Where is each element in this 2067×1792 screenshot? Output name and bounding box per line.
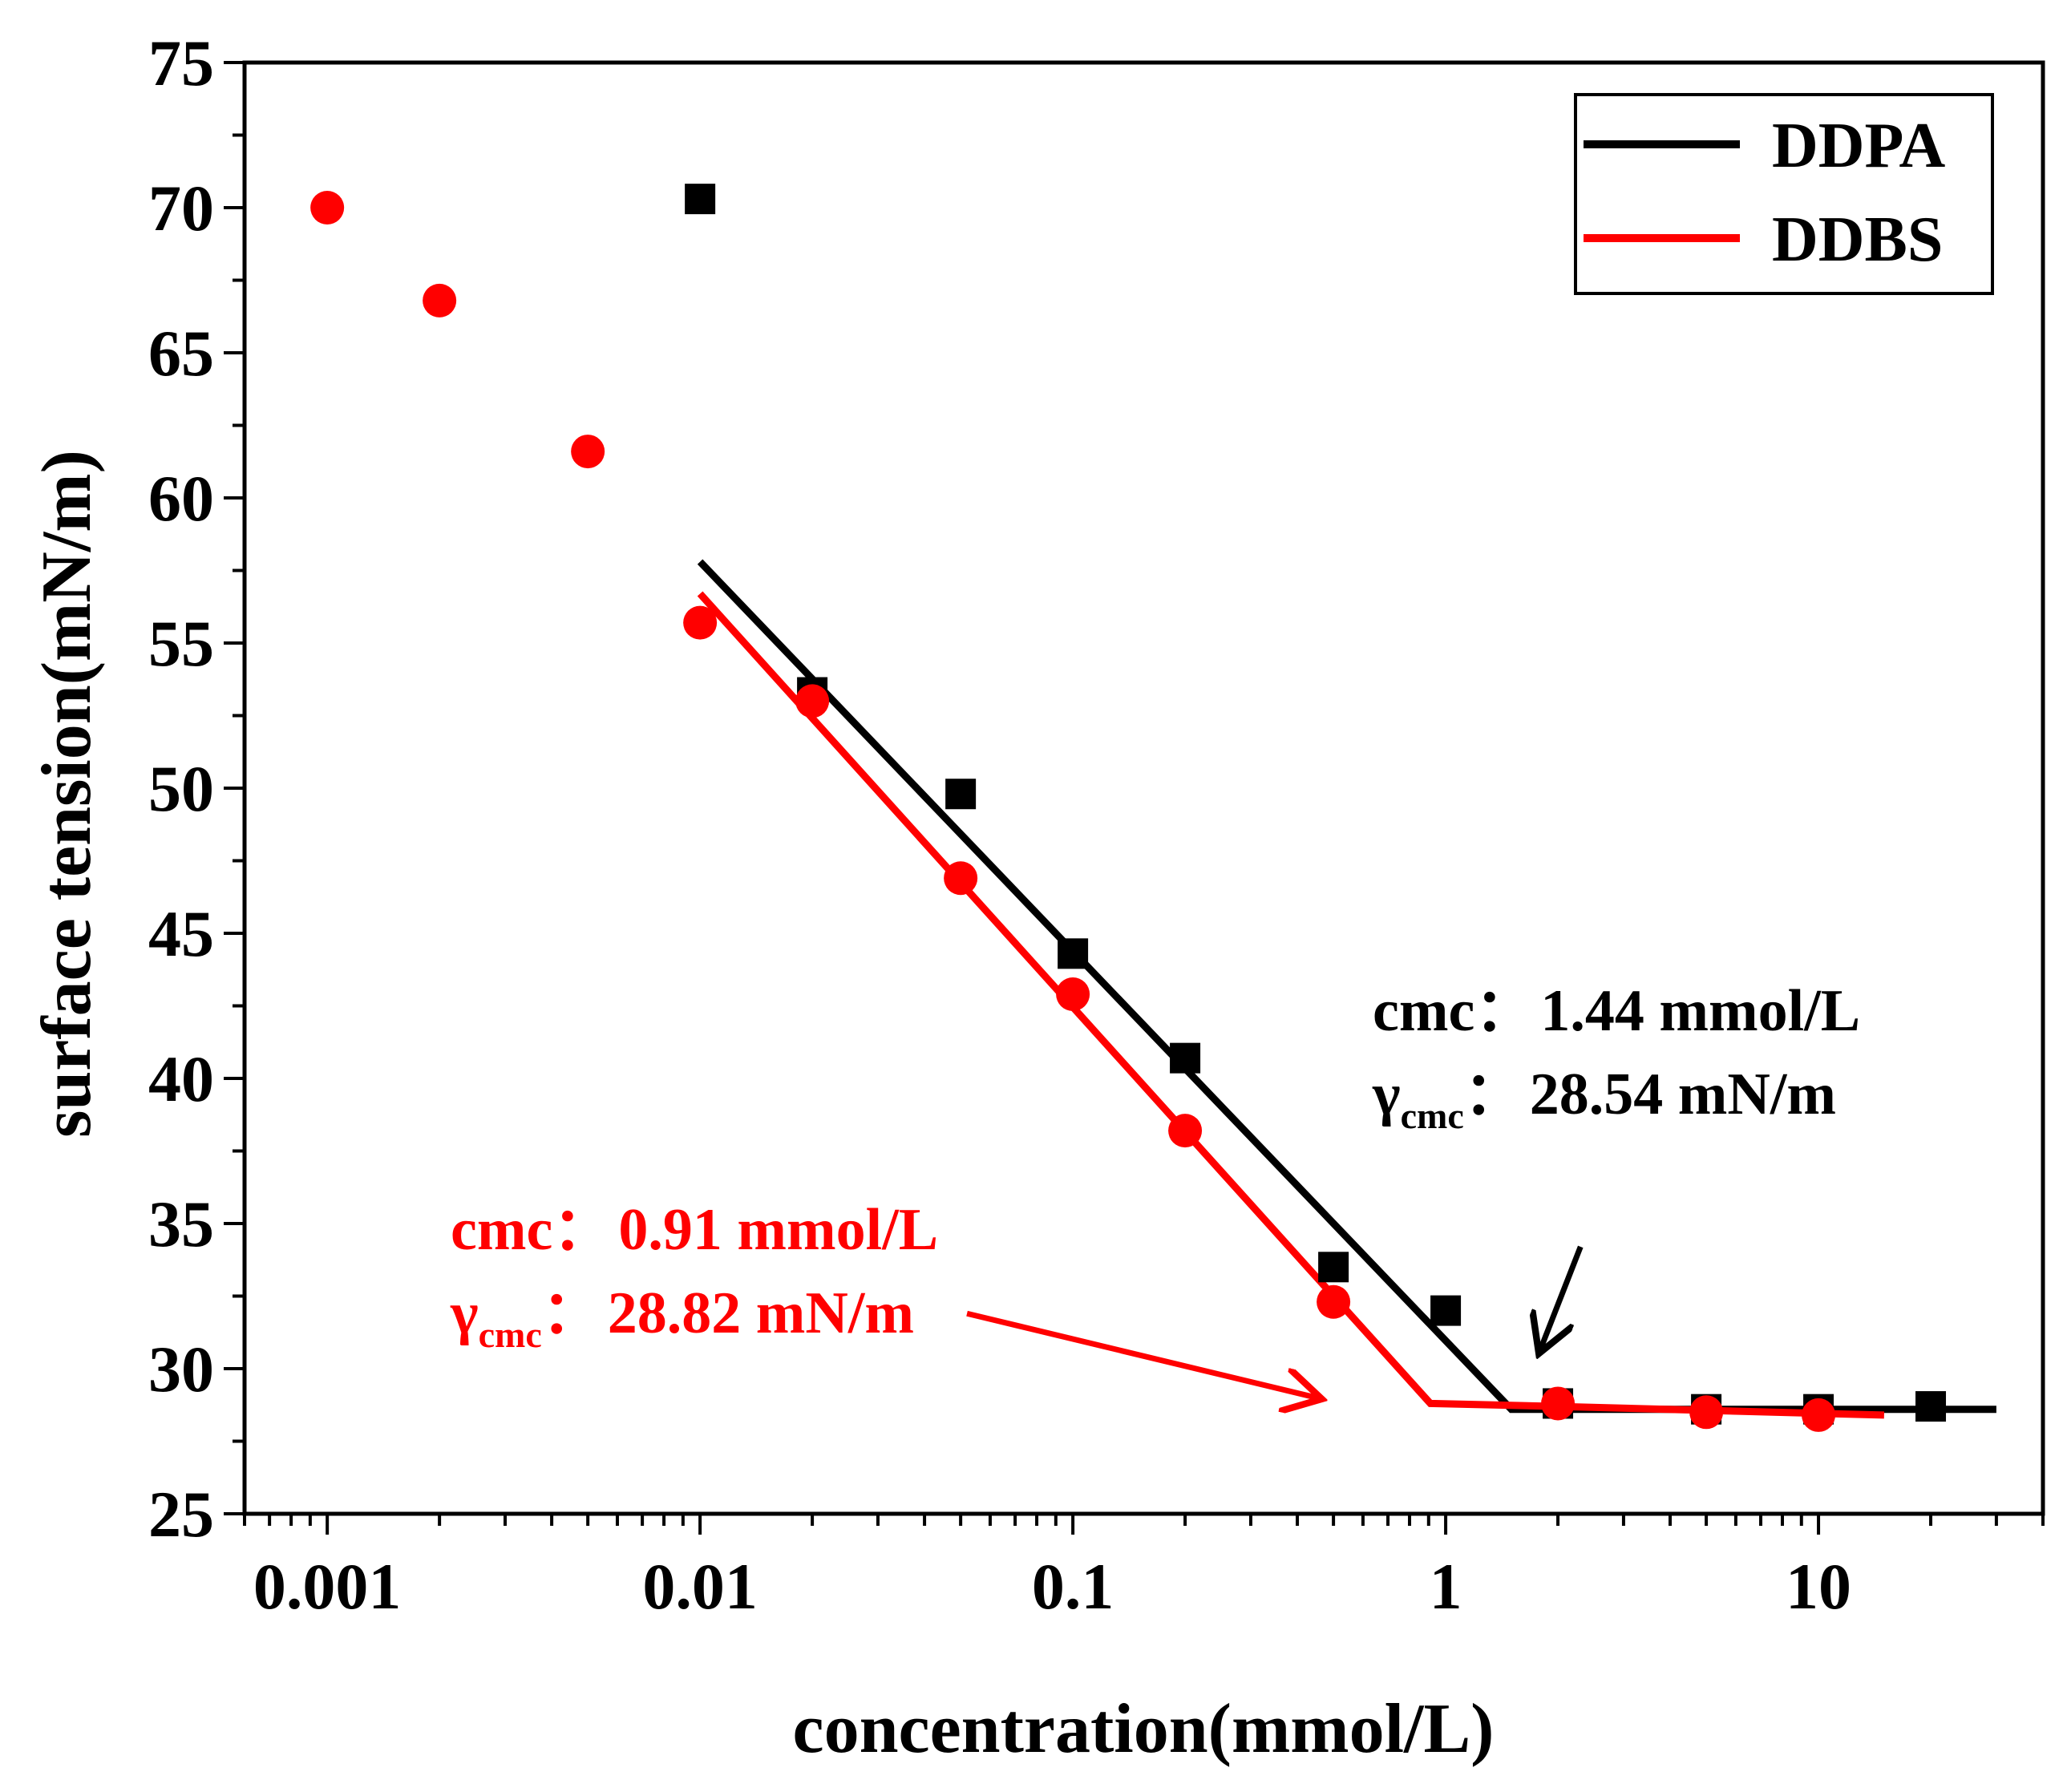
annotation-arrow-ddpa [1541, 1245, 1584, 1349]
x-tick-label: 10 [1786, 1550, 1851, 1623]
data-point-ddpa [1430, 1295, 1462, 1326]
gamma-symbol: γ [1372, 1062, 1401, 1127]
cmc-label: cmc： [451, 1197, 612, 1263]
x-tick-label: 1 [1430, 1550, 1462, 1623]
cmc-value: 0.91 mmol/L [618, 1197, 938, 1263]
y-tick-label: 35 [148, 1187, 214, 1260]
annotation-arrow-ddbs [966, 1310, 1317, 1398]
data-point-ddbs [1541, 1386, 1576, 1421]
data-points [310, 184, 1947, 1432]
legend-box [1574, 93, 1994, 295]
data-point-ddpa [1170, 1042, 1201, 1074]
y-tick-label: 45 [148, 897, 214, 970]
legend-label-ddbs: DDBS [1772, 204, 1943, 275]
gamma-subscript: cmc [479, 1314, 542, 1355]
annotation-cmc-ddpa: cmc： 1.44 mmol/L [1373, 978, 1860, 1044]
data-point-ddbs [571, 435, 605, 469]
x-tick-label: 0.1 [1032, 1550, 1114, 1623]
data-point-ddpa [1318, 1252, 1349, 1283]
data-point-ddbs [1056, 977, 1090, 1012]
tick-labels: 25 30 35 40 45 50 55 60 65 70 75 0.001 0.01 0.1 1 10 [148, 26, 1851, 1623]
x-axis-title: concentration(mmol/L) [793, 1690, 1495, 1768]
annotation-gamma-ddpa: γcmc： 28.54 mN/m [1372, 1062, 1836, 1136]
annotation-gamma-ddbs: γcmc： 28.82 mN/m [450, 1280, 914, 1355]
annotation-cmc-ddbs: cmc： 0.91 mmol/L [451, 1197, 938, 1263]
gamma-symbol: γ [450, 1280, 479, 1346]
data-point-ddpa [1058, 938, 1089, 969]
legend: DDPA DDBS [1574, 93, 1994, 295]
gamma-subscript: cmc [1401, 1095, 1464, 1136]
x-tick-label: 0.01 [642, 1550, 758, 1623]
plot-frame [242, 60, 2045, 1516]
gamma-colon: ： [1464, 1062, 1523, 1127]
gamma-value: 28.54 mN/m [1530, 1062, 1836, 1127]
gamma-colon: ： [542, 1280, 601, 1346]
data-point-ddbs [1168, 1114, 1203, 1148]
y-tick-label: 50 [148, 752, 214, 825]
legend-label-ddpa: DDPA [1772, 111, 1945, 181]
y-tick-label: 75 [148, 26, 214, 99]
y-tick-label: 70 [148, 172, 214, 245]
data-point-ddbs [423, 283, 457, 318]
x-tick-label: 0.001 [253, 1550, 402, 1623]
data-point-ddpa [945, 779, 977, 810]
cmc-label: cmc： [1373, 978, 1534, 1044]
data-point-ddbs [795, 684, 830, 718]
data-point-ddbs [310, 191, 345, 225]
y-axis-title: surface tension(mN/m) [28, 450, 106, 1138]
cmc-value: 1.44 mmol/L [1540, 978, 1860, 1044]
data-point-ddbs [1689, 1395, 1724, 1430]
y-tick-label: 30 [148, 1333, 214, 1406]
data-point-ddpa [1915, 1391, 1947, 1422]
y-tick-label: 60 [148, 462, 214, 535]
data-point-ddbs [1802, 1398, 1836, 1432]
data-point-ddpa [685, 184, 716, 215]
data-point-ddbs [1317, 1284, 1351, 1319]
data-point-ddbs [944, 861, 978, 896]
y-tick-label: 65 [148, 317, 214, 390]
gamma-value: 28.82 mN/m [608, 1280, 914, 1346]
y-tick-label: 25 [148, 1478, 214, 1551]
data-point-ddbs [683, 605, 718, 640]
plot-frame-rect [242, 60, 2045, 1516]
y-tick-label: 40 [148, 1042, 214, 1115]
y-tick-label: 55 [148, 607, 214, 680]
